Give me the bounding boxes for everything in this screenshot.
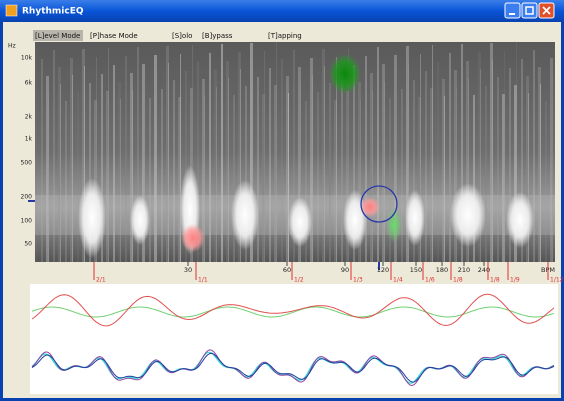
streak	[209, 53, 211, 273]
streak	[180, 54, 181, 274]
y-label: 50	[24, 241, 32, 248]
y-label: 100	[21, 218, 33, 225]
app-window: RhythmicEQ [L]evel Mode [P]hase Mode [S]ol…	[0, 0, 564, 401]
energy-blob	[405, 190, 425, 246]
x-label: 30	[184, 266, 192, 274]
toolbar-button[interactable]: [T]apping	[268, 32, 302, 40]
app-icon	[6, 5, 17, 16]
streak	[552, 75, 553, 295]
streak	[324, 66, 325, 286]
energy-blob	[450, 183, 486, 247]
minimize-icon	[509, 13, 515, 15]
y-label: 200	[21, 194, 33, 201]
ratio-label: 1/1	[198, 277, 208, 284]
streak	[396, 72, 397, 292]
y-label: 500	[21, 160, 33, 167]
ratio-label: 1/2	[294, 277, 304, 284]
ratio-label: 1/12	[550, 277, 564, 284]
x-label: 210	[458, 266, 470, 274]
y-label: 10k	[21, 55, 33, 62]
streak	[264, 51, 265, 271]
streak	[269, 68, 271, 288]
y-unit: Hz	[8, 43, 16, 50]
streak	[509, 68, 511, 288]
minimize-button[interactable]	[505, 3, 520, 18]
ratio-label: 1/6	[425, 277, 435, 284]
red-marker	[181, 224, 205, 252]
energy-blob	[78, 178, 106, 258]
ratio-label: 1/3	[353, 277, 363, 284]
streak	[480, 69, 481, 289]
streak	[312, 75, 313, 295]
streak	[533, 50, 535, 270]
red-marker	[360, 197, 380, 217]
y-label: 6k	[25, 80, 33, 87]
streak	[125, 56, 127, 276]
y-label: 2k	[25, 114, 33, 121]
energy-blob	[506, 192, 534, 248]
streak	[101, 74, 103, 294]
toolbar-button[interactable]: [L]evel Mode	[35, 32, 80, 40]
energy-blob	[130, 195, 150, 245]
energy-blob	[231, 180, 259, 250]
x-label: 150	[410, 266, 422, 274]
streak	[449, 53, 451, 273]
streak	[341, 74, 343, 294]
streak	[504, 51, 505, 271]
streak	[240, 69, 241, 289]
page: {"window": {"title": "RhythmicEQ"}, "too…	[0, 0, 564, 401]
streak	[281, 59, 283, 279]
window-title: RhythmicEQ	[22, 7, 84, 17]
streak	[84, 66, 85, 286]
streak	[425, 71, 427, 291]
green-marker	[329, 54, 361, 94]
streak	[53, 50, 55, 270]
toolbar-button[interactable]: [S]olo	[172, 32, 192, 40]
streak	[168, 63, 169, 283]
x-label: 90	[341, 266, 349, 274]
ratio-label: 1/8	[490, 277, 500, 284]
x-label: 60	[283, 266, 291, 274]
ratio-label: 1/8	[453, 277, 463, 284]
maximize-button[interactable]	[522, 3, 537, 18]
streak	[408, 63, 409, 283]
toolbar-button[interactable]: [P]hase Mode	[90, 32, 138, 40]
title-bar	[0, 0, 564, 22]
ratio-label: 2/1	[96, 277, 106, 284]
streak	[156, 72, 157, 292]
streak	[492, 60, 493, 280]
streak	[353, 65, 355, 285]
streak	[41, 59, 43, 279]
streak	[252, 60, 253, 280]
x-label: 180	[436, 266, 448, 274]
energy-blob	[343, 190, 367, 250]
green-marker	[386, 207, 402, 243]
y-label: 1k	[25, 136, 33, 143]
energy-blob	[288, 197, 312, 247]
streak	[72, 75, 73, 295]
toolbar-button[interactable]: [B]ypass	[202, 32, 233, 40]
streak	[113, 65, 115, 285]
x-label: 120	[377, 266, 389, 274]
streak	[365, 56, 367, 276]
ratio-label: 1/4	[393, 277, 403, 284]
streak	[437, 62, 439, 282]
ratio-label: 1/9	[510, 277, 520, 284]
